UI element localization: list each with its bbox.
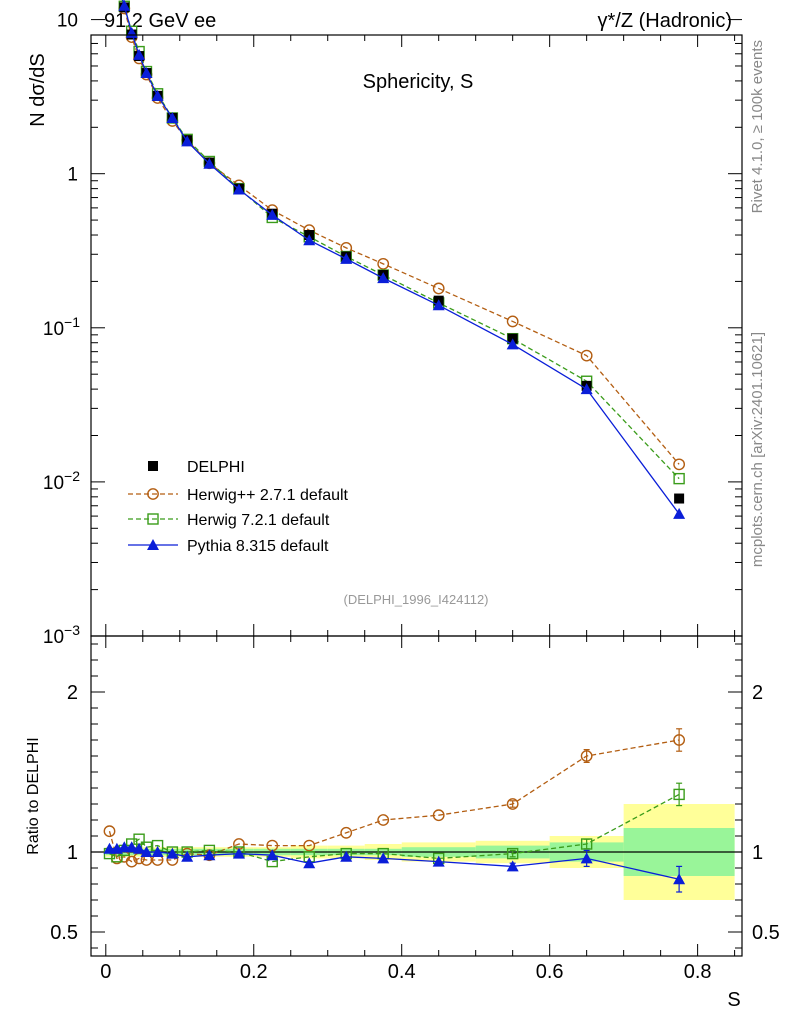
x-tick-label: 0.6: [536, 961, 564, 983]
pythia-main-point: [166, 111, 179, 123]
herwig-ratio-point: [506, 847, 519, 860]
ratio-y-tick-label: 0.5: [50, 922, 78, 944]
legend-label-pythia: Pythia 8.315 default: [187, 538, 329, 555]
pythia-main-point: [580, 383, 593, 395]
x-tick-label: 0.8: [684, 961, 712, 983]
rivet-note: Rivet 4.1.0, ≥ 100k events: [749, 40, 766, 213]
pythia-ratio-point: [133, 842, 146, 854]
y-tick-label: 10: [57, 11, 78, 32]
pythia-main-point: [377, 272, 390, 284]
pythia-main-point: [181, 135, 194, 147]
pythia-ratio-point: [125, 841, 138, 853]
pythia-ratio-point: [673, 873, 686, 885]
x-tick-label: 0.4: [388, 961, 416, 983]
herwig-main-point: [506, 315, 519, 328]
ratio-plot-frame: [90, 635, 743, 957]
plot-title: Sphericity, S: [363, 71, 474, 93]
ratio-y-tick-label-right: 2: [752, 682, 763, 704]
legend-label-delphi: DELPHI: [187, 459, 245, 476]
pythia-main-point: [133, 48, 146, 60]
pythia-ratio-point: [432, 855, 445, 867]
legend-label-herwig: Herwig 7.2.1 default: [187, 512, 330, 529]
x-tick-label: 0: [100, 961, 111, 983]
pythia-ratio-point: [266, 849, 279, 861]
pythia-ratio-point: [203, 849, 216, 861]
x-axis-label: S: [727, 989, 740, 1011]
ratio-plot: 0 0.2 0.4 0.6 0.8 0.5 0.5 1 1 2 2: [50, 643, 780, 983]
pythia-main-point: [432, 299, 445, 311]
pythia-ratio-point: [377, 852, 390, 864]
pythia-main-point: [140, 67, 153, 79]
pythia-ratio-point: [166, 847, 179, 859]
pythia-ratio-point: [580, 852, 593, 864]
analysis-id: (DELPHI_1996_I424112): [343, 592, 488, 607]
pythia-main-point: [340, 252, 353, 264]
pythia-ratio-point: [340, 850, 353, 862]
pythia-ratio-point: [506, 860, 519, 872]
y-tick-label: 10−3: [43, 622, 80, 648]
pythia-main-point: [266, 208, 279, 220]
y-tick-label: 10−1: [43, 314, 80, 340]
pythia-main-point: [118, 0, 131, 11]
main-plot: 10−310−210−1110102: [43, 0, 742, 956]
main-y-axis-label: N dσ/dS: [27, 53, 49, 127]
herwig-ratio-point: [340, 826, 353, 839]
herwig-ratio-point: [506, 798, 519, 810]
pythia-ratio-point: [151, 846, 164, 857]
herwig-ratio-point: [580, 838, 593, 850]
pythia-ratio-point: [232, 847, 245, 859]
y-tick-label: 10−2: [43, 468, 80, 494]
pythia-main-point: [203, 157, 216, 169]
herwig-main-point: [673, 472, 685, 485]
legend: DELPHI Herwig++ 2.7.1 default Herwig 7.2.1…: [128, 459, 349, 555]
pythia-ratio-point: [181, 850, 194, 862]
header-process: γ*/Z (Hadronic): [598, 10, 732, 32]
herwig-main-point: [377, 257, 390, 270]
pythia-main-point: [303, 234, 316, 246]
y-tick-label: 1: [67, 165, 78, 186]
herwig-main-point: [580, 349, 593, 362]
x-tick-label: 0.2: [240, 961, 268, 983]
herwig-ratio-point: [673, 734, 686, 746]
pythia-main-point: [506, 338, 519, 350]
pythia-ratio-point: [303, 857, 316, 869]
ratio-y-tick-label: 1: [67, 842, 78, 864]
herwig-ratio-point: [303, 839, 316, 852]
herwig-main-point: [432, 282, 445, 295]
herwig-ratio-point: [673, 788, 685, 801]
legend-label-herwig: Herwig++ 2.7.1 default: [187, 487, 349, 504]
legend-marker-herwig: [147, 513, 159, 525]
delphi-main-point: [674, 493, 685, 504]
herwig-ratio-point: [432, 809, 445, 822]
ratio-y-tick-label-right: 0.5: [752, 922, 780, 944]
herwig-ratio-point: [103, 825, 116, 838]
pythia-ratio-point: [140, 846, 153, 857]
herwig-ratio-point: [580, 750, 593, 762]
ratio-y-axis-label: Ratio to DELPHI: [25, 737, 42, 854]
legend-marker-pythia: [147, 539, 159, 550]
pythia-main-point: [673, 507, 686, 519]
mcplots-note: mcplots.cern.ch [arXiv:2401.10621]: [749, 332, 766, 567]
pythia-main-point: [151, 89, 164, 101]
herwig-main-point: [673, 458, 686, 471]
herwig-ratio-point: [125, 855, 138, 868]
legend-marker-delphi: [148, 461, 158, 471]
ratio-y-tick-label: 2: [67, 682, 78, 704]
legend-marker-herwig: [147, 488, 159, 500]
ratio-y-tick-label-right: 1: [752, 842, 763, 864]
pythia-main-point: [232, 183, 245, 195]
herwig-ratio-point: [377, 814, 390, 826]
